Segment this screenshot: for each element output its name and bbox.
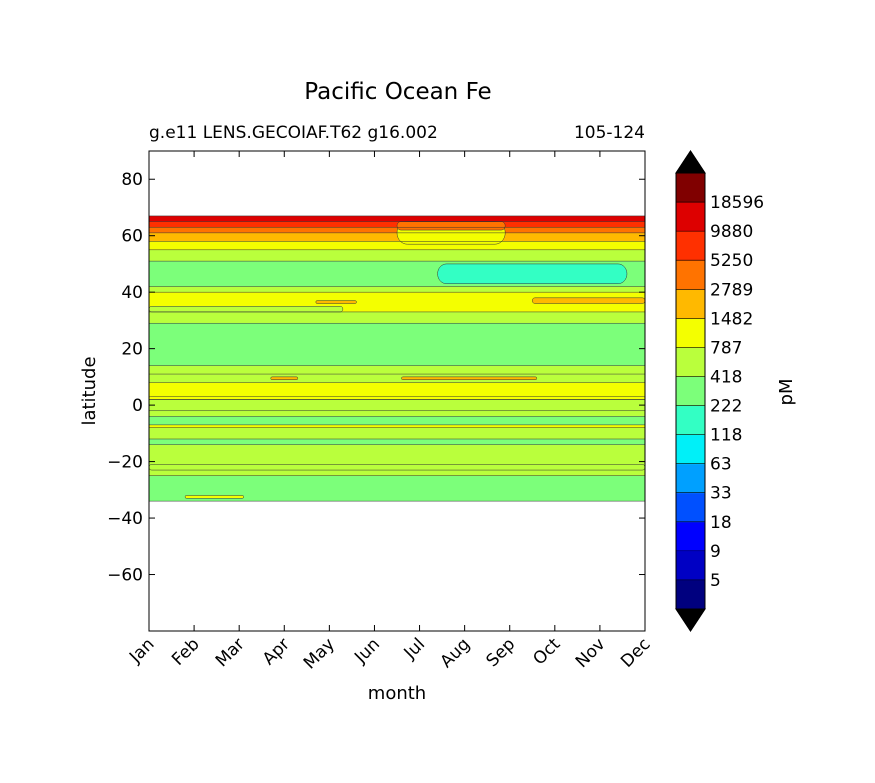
contour-band [149, 382, 645, 400]
contour-patch [396, 221, 506, 231]
colorbar-outline [675, 150, 706, 632]
contour-band [149, 374, 645, 383]
contour-band [149, 416, 645, 425]
colorbar-segment [676, 434, 705, 465]
colorbar-tick-label: 9880 [710, 222, 753, 242]
contour-band [149, 444, 645, 476]
colorbar-segment [676, 376, 705, 407]
colorbar-segment [676, 347, 705, 377]
contour-patch [437, 263, 628, 284]
colorbar-segment [676, 231, 705, 261]
contour-band [149, 323, 645, 366]
contour-patch [532, 297, 646, 304]
colorbar-segment [676, 463, 705, 494]
colorbar-tick-label: 1482 [710, 309, 753, 329]
colorbar-segment [676, 521, 705, 552]
colorbar-tick-label: 222 [710, 397, 742, 417]
y-axis-label: latitude [79, 356, 100, 425]
chart-title: Pacific Ocean Fe [304, 79, 491, 105]
colorbar-segment [676, 492, 705, 523]
contour-fill-layer [148, 215, 646, 502]
contour-band [149, 286, 645, 293]
x-axis-label: month [368, 683, 426, 704]
colorbar-segment [676, 550, 705, 581]
contour-band [149, 215, 645, 222]
colorbar-tick-label: 118 [710, 426, 742, 446]
contour-band [149, 410, 645, 417]
contour-band [149, 399, 645, 411]
colorbar-tick-label: 18 [710, 513, 732, 533]
chart-subtitle-left: g.e11 LENS.GECOIAF.T62 g16.002 [149, 123, 438, 143]
y-tick-label: −40 [107, 509, 143, 529]
contour-band [149, 232, 645, 242]
colorbar-tick-label: 9 [710, 542, 721, 562]
colorbar-tick-label: 5 [710, 571, 721, 591]
colorbar-tick-label: 5250 [710, 251, 753, 271]
contour-patch [148, 396, 646, 400]
contour-band [149, 241, 645, 250]
y-tick-label: 0 [132, 396, 143, 416]
contour-band [149, 227, 645, 233]
colorbar-segment [676, 405, 705, 436]
colorbar-label: pM [776, 379, 797, 406]
contour-band [149, 427, 645, 439]
colorbar-segment [676, 202, 705, 232]
y-tick-label: 80 [121, 170, 143, 190]
y-tick-label: 40 [121, 283, 143, 303]
contour-patch [315, 300, 357, 304]
y-tick-label: 60 [121, 227, 143, 247]
colorbar-tick-label: 18596 [710, 193, 764, 213]
colorbar-segment [676, 173, 705, 203]
contour-patch [401, 376, 538, 380]
contour-band [149, 249, 645, 262]
colorbar-segment [676, 579, 705, 610]
contour-patch [148, 464, 646, 471]
contour-patch [148, 306, 344, 313]
colorbar: 5 9 18 33 63 118 222 418 787 1482 2789 5250 9880 1859… [675, 150, 764, 632]
colorbar-segment [676, 318, 705, 348]
contour-band [149, 365, 645, 375]
colorbar-tick-label: 418 [710, 367, 742, 387]
y-axis-ticks: 80 60 40 20 0 −20 −40 −60 [107, 170, 645, 586]
y-tick-label: −60 [107, 566, 143, 586]
colorbar-tick-label: 2789 [710, 280, 753, 300]
y-tick-label: −20 [107, 453, 143, 473]
colorbar-tick-label: 63 [710, 455, 732, 475]
colorbar-segment [676, 289, 705, 319]
plot-frame [148, 150, 646, 632]
colorbar-tick-label: 787 [710, 338, 742, 358]
colorbar-segment [676, 260, 705, 290]
contour-band [149, 439, 645, 445]
y-tick-label: 20 [121, 340, 143, 360]
contour-band [149, 424, 645, 428]
chart-subtitle-right: 105-124 [574, 123, 645, 143]
contour-band [149, 311, 645, 324]
contour-patch [270, 376, 299, 380]
colorbar-tick-label: 33 [710, 484, 732, 504]
contour-patch [184, 495, 244, 499]
